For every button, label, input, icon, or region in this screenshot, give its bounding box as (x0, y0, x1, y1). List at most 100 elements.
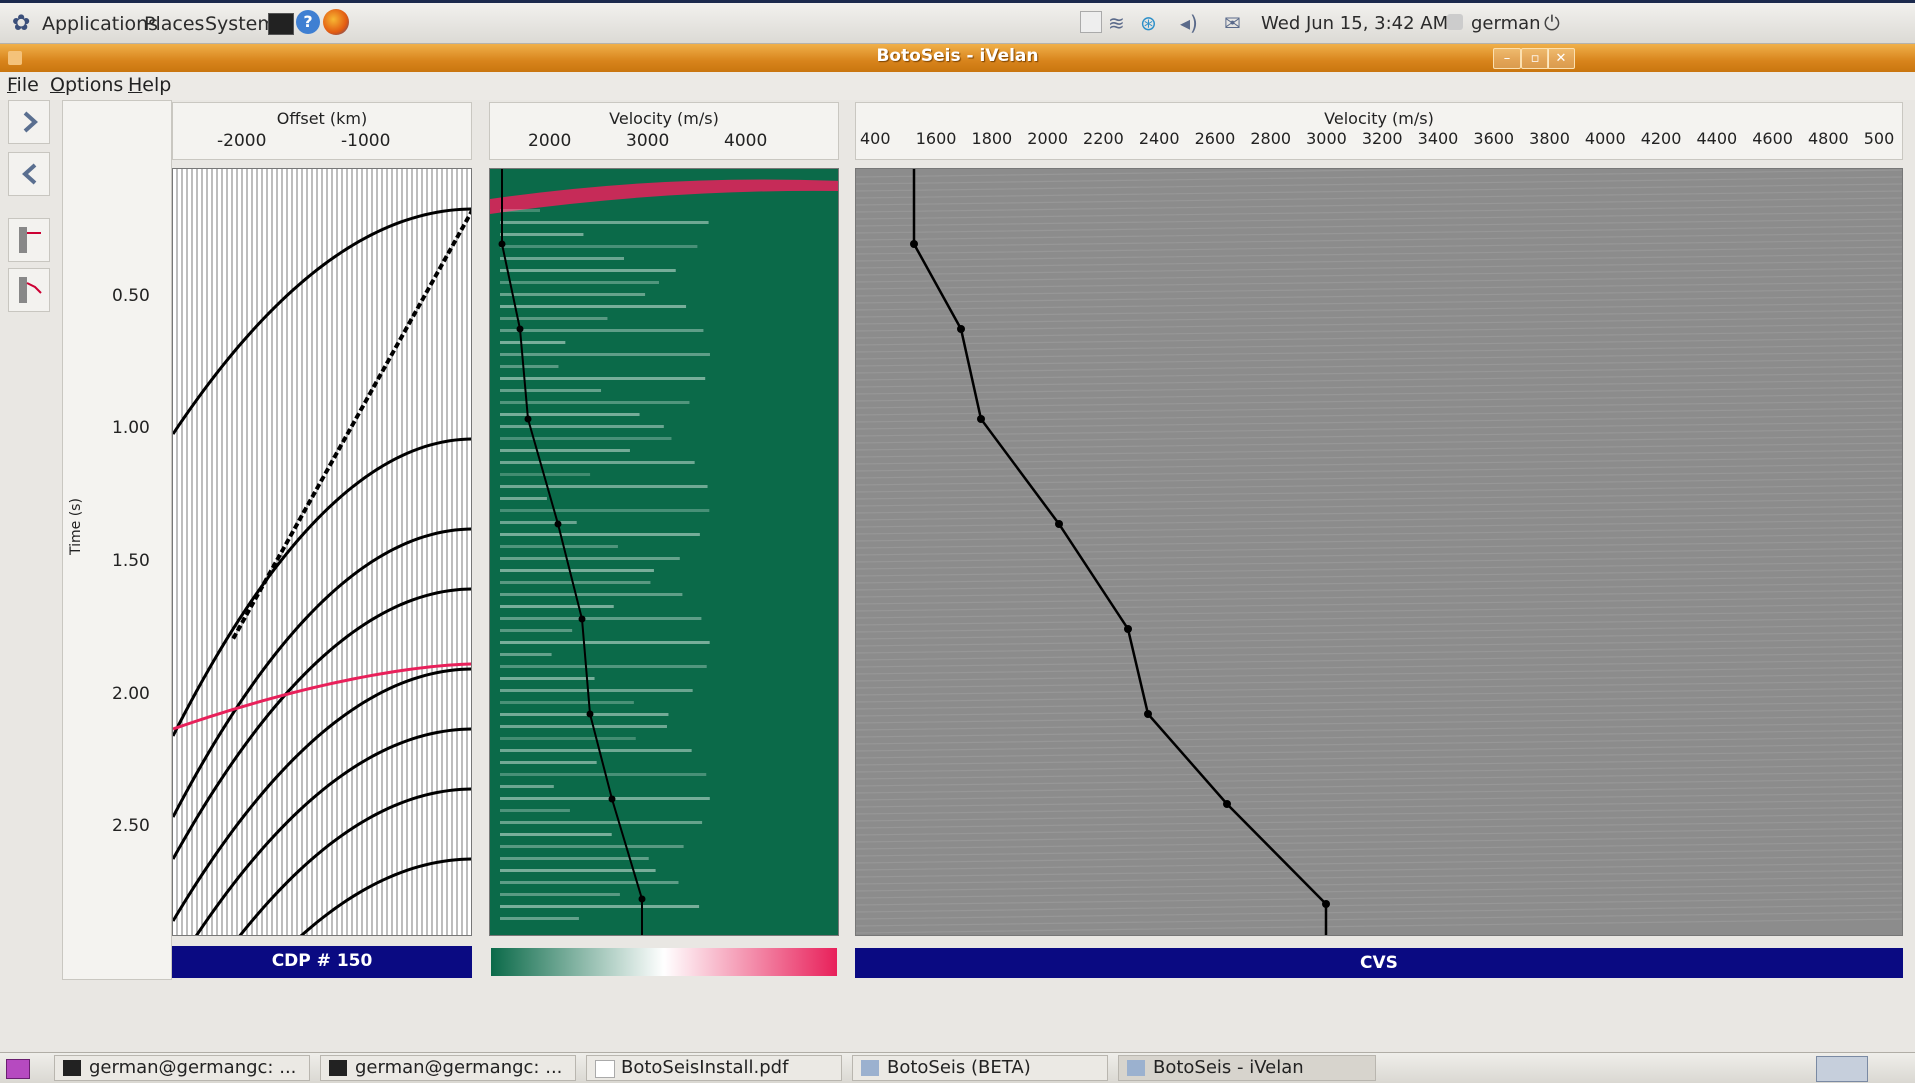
mail-icon[interactable]: ✉ (1224, 11, 1241, 35)
cvs-texture (856, 729, 1902, 745)
gather-axis-header: Offset (km) -2000 -1000 (172, 102, 472, 160)
semblance-streak (500, 257, 624, 260)
semblance-streak (500, 893, 620, 896)
show-desktop-icon[interactable] (6, 1059, 30, 1079)
pick-tool-button[interactable] (8, 218, 50, 262)
places-menu[interactable]: Places (144, 13, 205, 35)
cvs-texture (856, 232, 1902, 248)
update-notifier-icon[interactable] (1080, 11, 1102, 33)
time-axis-label: Time (s) (68, 498, 84, 555)
time-tick: 2.50 (112, 816, 150, 836)
taskbar-pdf[interactable]: BotoSeisInstall.pdf (586, 1055, 842, 1081)
workspace-switcher[interactable] (1816, 1056, 1868, 1082)
cvs-velocity-pick (957, 325, 965, 333)
cvs-texture (856, 736, 1902, 752)
previous-cdp-button[interactable] (8, 152, 50, 196)
semblance-streak (500, 317, 608, 320)
next-cdp-button[interactable] (8, 100, 50, 144)
cvs-texture (856, 827, 1902, 843)
semblance-streak (500, 905, 700, 908)
taskbar-terminal-2[interactable]: german@germangc: ... (320, 1055, 576, 1081)
cvs-tick: 4200 (1640, 129, 1682, 148)
moveout-curve (173, 662, 471, 731)
clock[interactable]: Wed Jun 15, 3:42 AM (1261, 13, 1449, 34)
cvs-texture (856, 778, 1902, 794)
cvs-plot[interactable] (855, 168, 1903, 936)
semblance-streak (500, 701, 634, 704)
cvs-texture (856, 715, 1902, 731)
reflection-event (173, 437, 471, 737)
cvs-texture (856, 897, 1902, 913)
cvs-texture (856, 169, 1500, 178)
cvs-texture (856, 813, 1902, 829)
minimize-icon[interactable]: – (1493, 48, 1521, 69)
cvs-texture (856, 848, 1902, 864)
maximize-icon[interactable]: ▫ (1521, 48, 1549, 69)
applications-menu[interactable]: Applications (42, 13, 159, 35)
cvs-texture (856, 169, 1902, 185)
velocity-pick (554, 520, 562, 528)
options-menu[interactable]: Options (50, 74, 124, 96)
gnome-foot-icon[interactable]: ✿ (12, 11, 31, 36)
cvs-texture (856, 771, 1902, 787)
reflection-event (173, 667, 471, 922)
terminal-launcher-icon[interactable] (268, 13, 294, 35)
cvs-texture (856, 785, 1902, 801)
file-menu[interactable]: File (7, 74, 39, 96)
system-menu[interactable]: System (205, 13, 276, 35)
cdp-gather-plot[interactable] (172, 168, 472, 936)
cvs-velocity-pick (1055, 520, 1063, 528)
window-title-bar[interactable]: BotoSeis - iVelan – ▫ ✕ (0, 44, 1915, 72)
cvs-tick: 4400 (1696, 129, 1738, 148)
cdp-caption: CDP # 150 (172, 946, 472, 978)
cvs-texture (856, 288, 1902, 304)
help-launcher-icon[interactable]: ? (296, 10, 320, 34)
cvs-texture (856, 281, 1902, 297)
cvs-tick: 4800 (1807, 129, 1849, 148)
cvs-texture (856, 561, 1902, 577)
window-menu-icon[interactable] (8, 51, 22, 65)
semblance-streak (500, 737, 636, 740)
semblance-streak (500, 833, 612, 836)
reflection-event (194, 727, 471, 935)
cvs-texture (856, 799, 1902, 815)
semblance-streak (500, 293, 646, 296)
cvs-texture (856, 645, 1902, 661)
help-menu[interactable]: Help (128, 74, 172, 96)
cvs-texture (856, 246, 1902, 262)
wifi-icon[interactable]: ≋ (1108, 11, 1125, 35)
taskbar-ivelan[interactable]: BotoSeis - iVelan (1118, 1055, 1376, 1081)
cvs-tick: 3800 (1529, 129, 1570, 148)
user-status-icon (1447, 14, 1463, 30)
close-icon[interactable]: ✕ (1547, 48, 1575, 69)
taskbar-terminal-1[interactable]: german@germangc: ... (54, 1055, 310, 1081)
velocity-function (501, 169, 643, 935)
cvs-texture (856, 449, 1902, 465)
cvs-texture (856, 904, 1902, 920)
network-icon[interactable]: ⊛ (1140, 11, 1157, 35)
semblance-streak (500, 425, 664, 428)
semblance-streak (500, 713, 669, 716)
semblance-plot[interactable] (489, 168, 839, 936)
volume-icon[interactable]: ◂) (1180, 11, 1198, 35)
user-name[interactable]: german (1471, 13, 1541, 34)
cvs-texture (856, 540, 1902, 556)
semblance-streak (500, 365, 559, 368)
cvs-texture (856, 337, 1902, 353)
cvs-axis-header: Velocity (m/s) 400 1600 1800 2000 2200 2400 26… (855, 102, 1903, 160)
firefox-launcher-icon[interactable] (323, 9, 349, 35)
cvs-texture (856, 323, 1902, 339)
gather-traces (173, 169, 471, 935)
edit-pick-tool-button[interactable] (8, 268, 50, 312)
offset-tick: -1000 (341, 131, 391, 151)
cvs-tick: 2800 (1250, 129, 1292, 148)
cvs-velocity-pick (1223, 800, 1231, 808)
semblance-streak (500, 641, 710, 644)
taskbar-botoseis-beta[interactable]: BotoSeis (BETA) (852, 1055, 1108, 1081)
cvs-texture (856, 582, 1902, 598)
semblance-axis-title: Velocity (m/s) (609, 109, 719, 128)
semblance-streak (500, 449, 630, 452)
power-icon[interactable]: ⏻ (1544, 11, 1560, 35)
semblance-streak (500, 821, 703, 824)
semblance-streak (500, 773, 707, 776)
